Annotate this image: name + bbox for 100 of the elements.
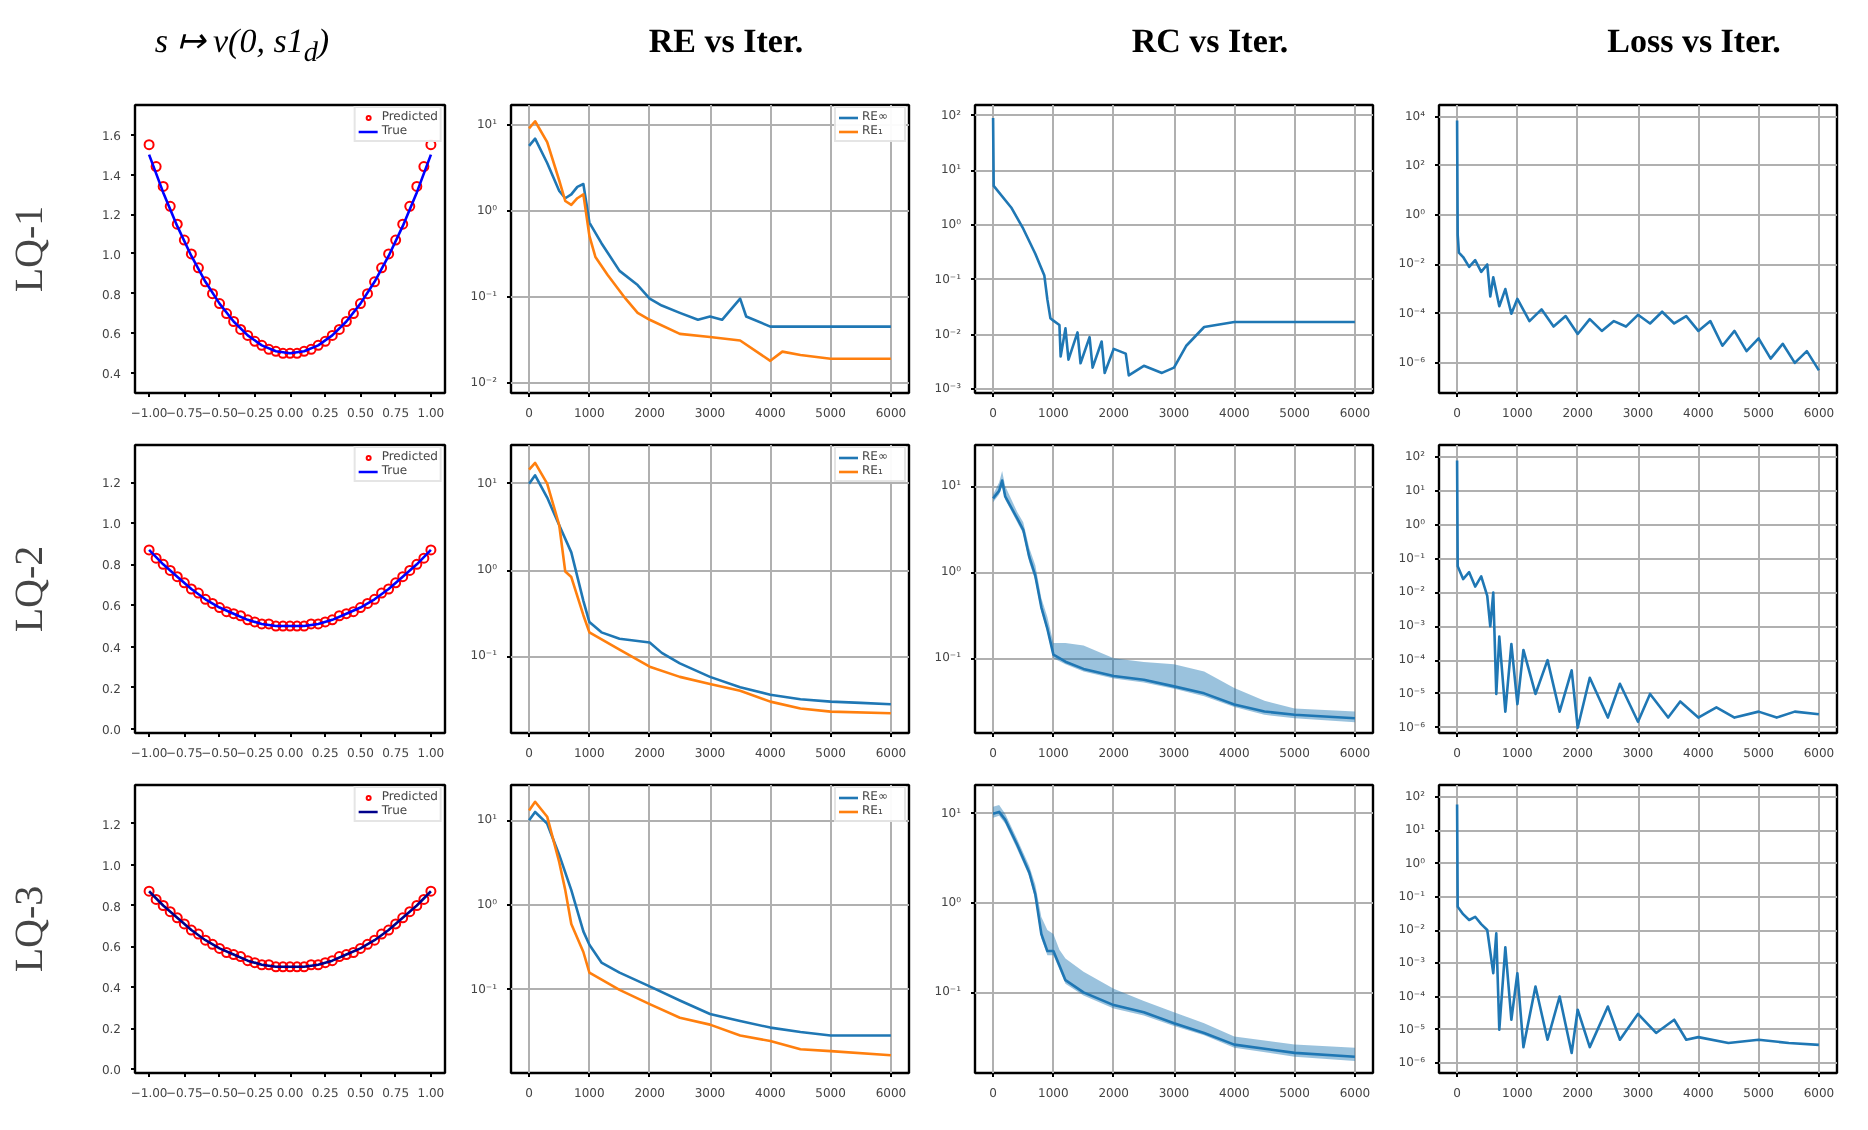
point	[263, 618, 275, 630]
point	[376, 928, 388, 940]
point	[411, 558, 423, 570]
point	[326, 329, 338, 341]
point	[249, 335, 261, 347]
point	[164, 906, 176, 918]
point	[354, 942, 366, 954]
point	[404, 200, 416, 212]
point	[235, 951, 247, 963]
point	[418, 552, 430, 564]
point	[256, 339, 268, 351]
point	[192, 928, 204, 940]
point	[171, 912, 183, 924]
point	[333, 323, 345, 335]
point	[284, 620, 296, 632]
point	[397, 218, 409, 230]
point	[221, 308, 233, 320]
point	[270, 961, 282, 973]
point	[383, 248, 395, 260]
y-axis-title: LQ-2	[7, 545, 52, 633]
point	[347, 606, 359, 618]
line-series	[527, 137, 893, 328]
point	[150, 893, 162, 905]
point	[277, 961, 289, 973]
point	[298, 961, 310, 973]
point	[199, 934, 211, 946]
point	[178, 577, 190, 589]
point	[376, 262, 388, 274]
point	[185, 924, 197, 936]
point	[340, 608, 352, 620]
point	[340, 949, 352, 961]
point	[192, 262, 204, 274]
point	[235, 323, 247, 335]
point	[425, 139, 437, 151]
point	[157, 180, 169, 192]
line-series	[147, 548, 433, 628]
point	[291, 347, 303, 359]
point	[390, 234, 402, 246]
line-series	[1455, 459, 1821, 730]
point	[319, 957, 331, 969]
point	[277, 620, 289, 632]
line-series	[1455, 119, 1821, 372]
point	[425, 885, 437, 897]
point	[390, 918, 402, 930]
point	[242, 614, 254, 626]
point	[425, 544, 437, 556]
point	[143, 885, 155, 897]
point	[164, 564, 176, 576]
point	[207, 938, 218, 950]
point	[284, 347, 296, 359]
line-series	[147, 889, 433, 969]
point	[418, 893, 430, 905]
point	[354, 298, 366, 310]
point	[199, 276, 211, 288]
point	[362, 938, 373, 950]
point	[312, 339, 324, 351]
point	[340, 316, 352, 327]
point	[291, 961, 303, 973]
point	[207, 288, 218, 300]
point	[411, 900, 423, 911]
point	[333, 951, 345, 963]
line-series	[527, 119, 893, 363]
point	[178, 234, 190, 246]
point	[404, 564, 416, 576]
point	[228, 316, 240, 327]
point	[242, 329, 254, 341]
point	[249, 957, 261, 969]
point	[214, 298, 226, 310]
point	[312, 959, 324, 971]
point	[192, 587, 204, 599]
point	[362, 288, 373, 300]
chart-title: Loss vs Iter.	[1607, 20, 1781, 64]
line-series	[991, 116, 1357, 377]
y-axis-title: LQ-3	[7, 885, 52, 973]
point	[305, 959, 317, 971]
point	[214, 602, 226, 614]
point	[347, 308, 359, 320]
point	[291, 620, 303, 632]
point	[376, 587, 388, 599]
line-series	[147, 153, 433, 355]
point	[369, 934, 381, 946]
point	[369, 593, 381, 605]
point	[418, 161, 430, 173]
point	[354, 602, 366, 614]
point	[319, 616, 331, 628]
point	[228, 949, 240, 961]
point	[164, 200, 176, 212]
chart-title: RC vs Iter.	[1131, 20, 1289, 64]
point	[207, 597, 218, 609]
point	[305, 343, 317, 355]
point	[369, 276, 381, 288]
line-series	[1455, 803, 1821, 1055]
point	[312, 618, 324, 630]
point	[171, 571, 183, 583]
point	[221, 606, 233, 618]
point	[221, 947, 233, 958]
point	[150, 552, 162, 564]
point	[326, 614, 338, 626]
point	[347, 947, 359, 958]
point	[263, 343, 275, 355]
